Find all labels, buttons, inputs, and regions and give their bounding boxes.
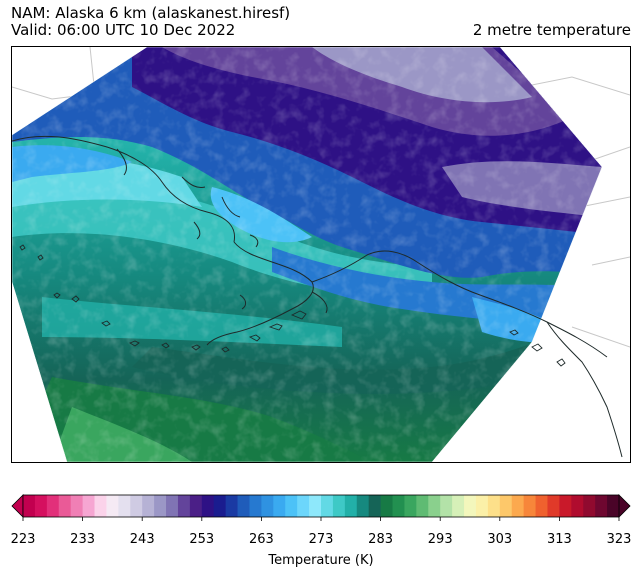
map-canvas (12, 47, 630, 462)
colorbar-swatch (237, 495, 251, 517)
colorbar-swatch (154, 495, 167, 517)
colorbar-swatch (499, 495, 513, 517)
colorbar-swatch (440, 495, 453, 517)
colorbar-swatch (94, 495, 108, 517)
colorbar-tick-label: 283 (368, 532, 394, 547)
colorbar-tick-label: 263 (248, 532, 274, 547)
colorbar-tick-label: 303 (487, 532, 513, 547)
model-domain-outline (12, 47, 603, 462)
colorbar-tick-label: 243 (129, 532, 155, 547)
colorbar-swatch (213, 495, 227, 517)
colorbar-swatch (321, 495, 334, 517)
variable-title: 2 metre temperature (472, 21, 631, 39)
colorbar-swatch (130, 495, 143, 517)
colorbar-tick-label: 253 (189, 532, 215, 547)
colorbar-swatch (309, 495, 322, 517)
colorbar-swatch (201, 495, 215, 517)
colorbar-swatch (547, 495, 560, 517)
colorbar-swatch (106, 495, 119, 517)
colorbar-swatch (285, 495, 298, 517)
colorbar-swatch (571, 495, 584, 517)
colorbar-swatch (249, 495, 262, 517)
colorbar-swatch (583, 495, 596, 517)
colorbar-swatch (416, 495, 429, 517)
colorbar-tick-label: 223 (10, 532, 36, 547)
colorbar-swatch (559, 495, 572, 517)
colorbar-swatch (380, 495, 394, 517)
colorbar-swatch (428, 495, 441, 517)
colorbar-swatch (487, 495, 501, 517)
colorbar-swatch (70, 495, 84, 517)
colorbar-swatch (511, 495, 525, 517)
colorbar-swatch (464, 495, 477, 517)
islands (19, 244, 566, 367)
coastlines (12, 135, 623, 458)
model-title: NAM: Alaska 6 km (alaskanest.hiresf) (11, 4, 291, 22)
temperature-map (11, 46, 631, 463)
colorbar-tick-label: 273 (308, 532, 334, 547)
colorbar-tick-label: 323 (606, 532, 632, 547)
colorbar-swatch (225, 495, 239, 517)
colorbar-swatch (535, 495, 549, 517)
colorbar-swatch (475, 495, 489, 517)
colorbar-tick-label: 293 (427, 532, 453, 547)
colorbar-swatch (34, 495, 48, 517)
colorbar-swatch (177, 495, 191, 517)
colorbar-swatch (404, 495, 417, 517)
colorbar-tick-label: 233 (70, 532, 96, 547)
colorbar-swatch (452, 495, 465, 517)
colorbar-swatch (607, 495, 620, 517)
colorbar-extend-low (11, 494, 24, 518)
colorbar-swatch (356, 495, 370, 517)
temperature-field (12, 47, 602, 462)
colorbar-label: Temperature (K) (268, 553, 374, 568)
colorbar-swatch (166, 495, 179, 517)
colorbar-swatch (189, 495, 203, 517)
colorbar-swatch (142, 495, 155, 517)
colorbar-swatch (392, 495, 406, 517)
colorbar-swatch (23, 495, 36, 517)
colorbar (11, 494, 631, 521)
colorbar-swatch (297, 495, 310, 517)
colorbar-swatch (118, 495, 131, 517)
colorbar-swatch (344, 495, 358, 517)
valid-time: Valid: 06:00 UTC 10 Dec 2022 (11, 21, 236, 39)
colorbar-swatch (58, 495, 72, 517)
plot-title: NAM: Alaska 6 km (alaskanest.hiresf) Val… (11, 5, 290, 39)
colorbar-swatch (368, 495, 382, 517)
colorbar-swatch (273, 495, 286, 517)
colorbar-swatch (332, 495, 346, 517)
colorbar-extend-high (618, 494, 631, 518)
colorbar-swatch (261, 495, 274, 517)
colorbar-swatch (46, 495, 60, 517)
colorbar-swatch (82, 495, 96, 517)
colorbar-swatch (523, 495, 537, 517)
colorbar-tick-label: 313 (546, 532, 572, 547)
colorbar-swatch (595, 495, 608, 517)
